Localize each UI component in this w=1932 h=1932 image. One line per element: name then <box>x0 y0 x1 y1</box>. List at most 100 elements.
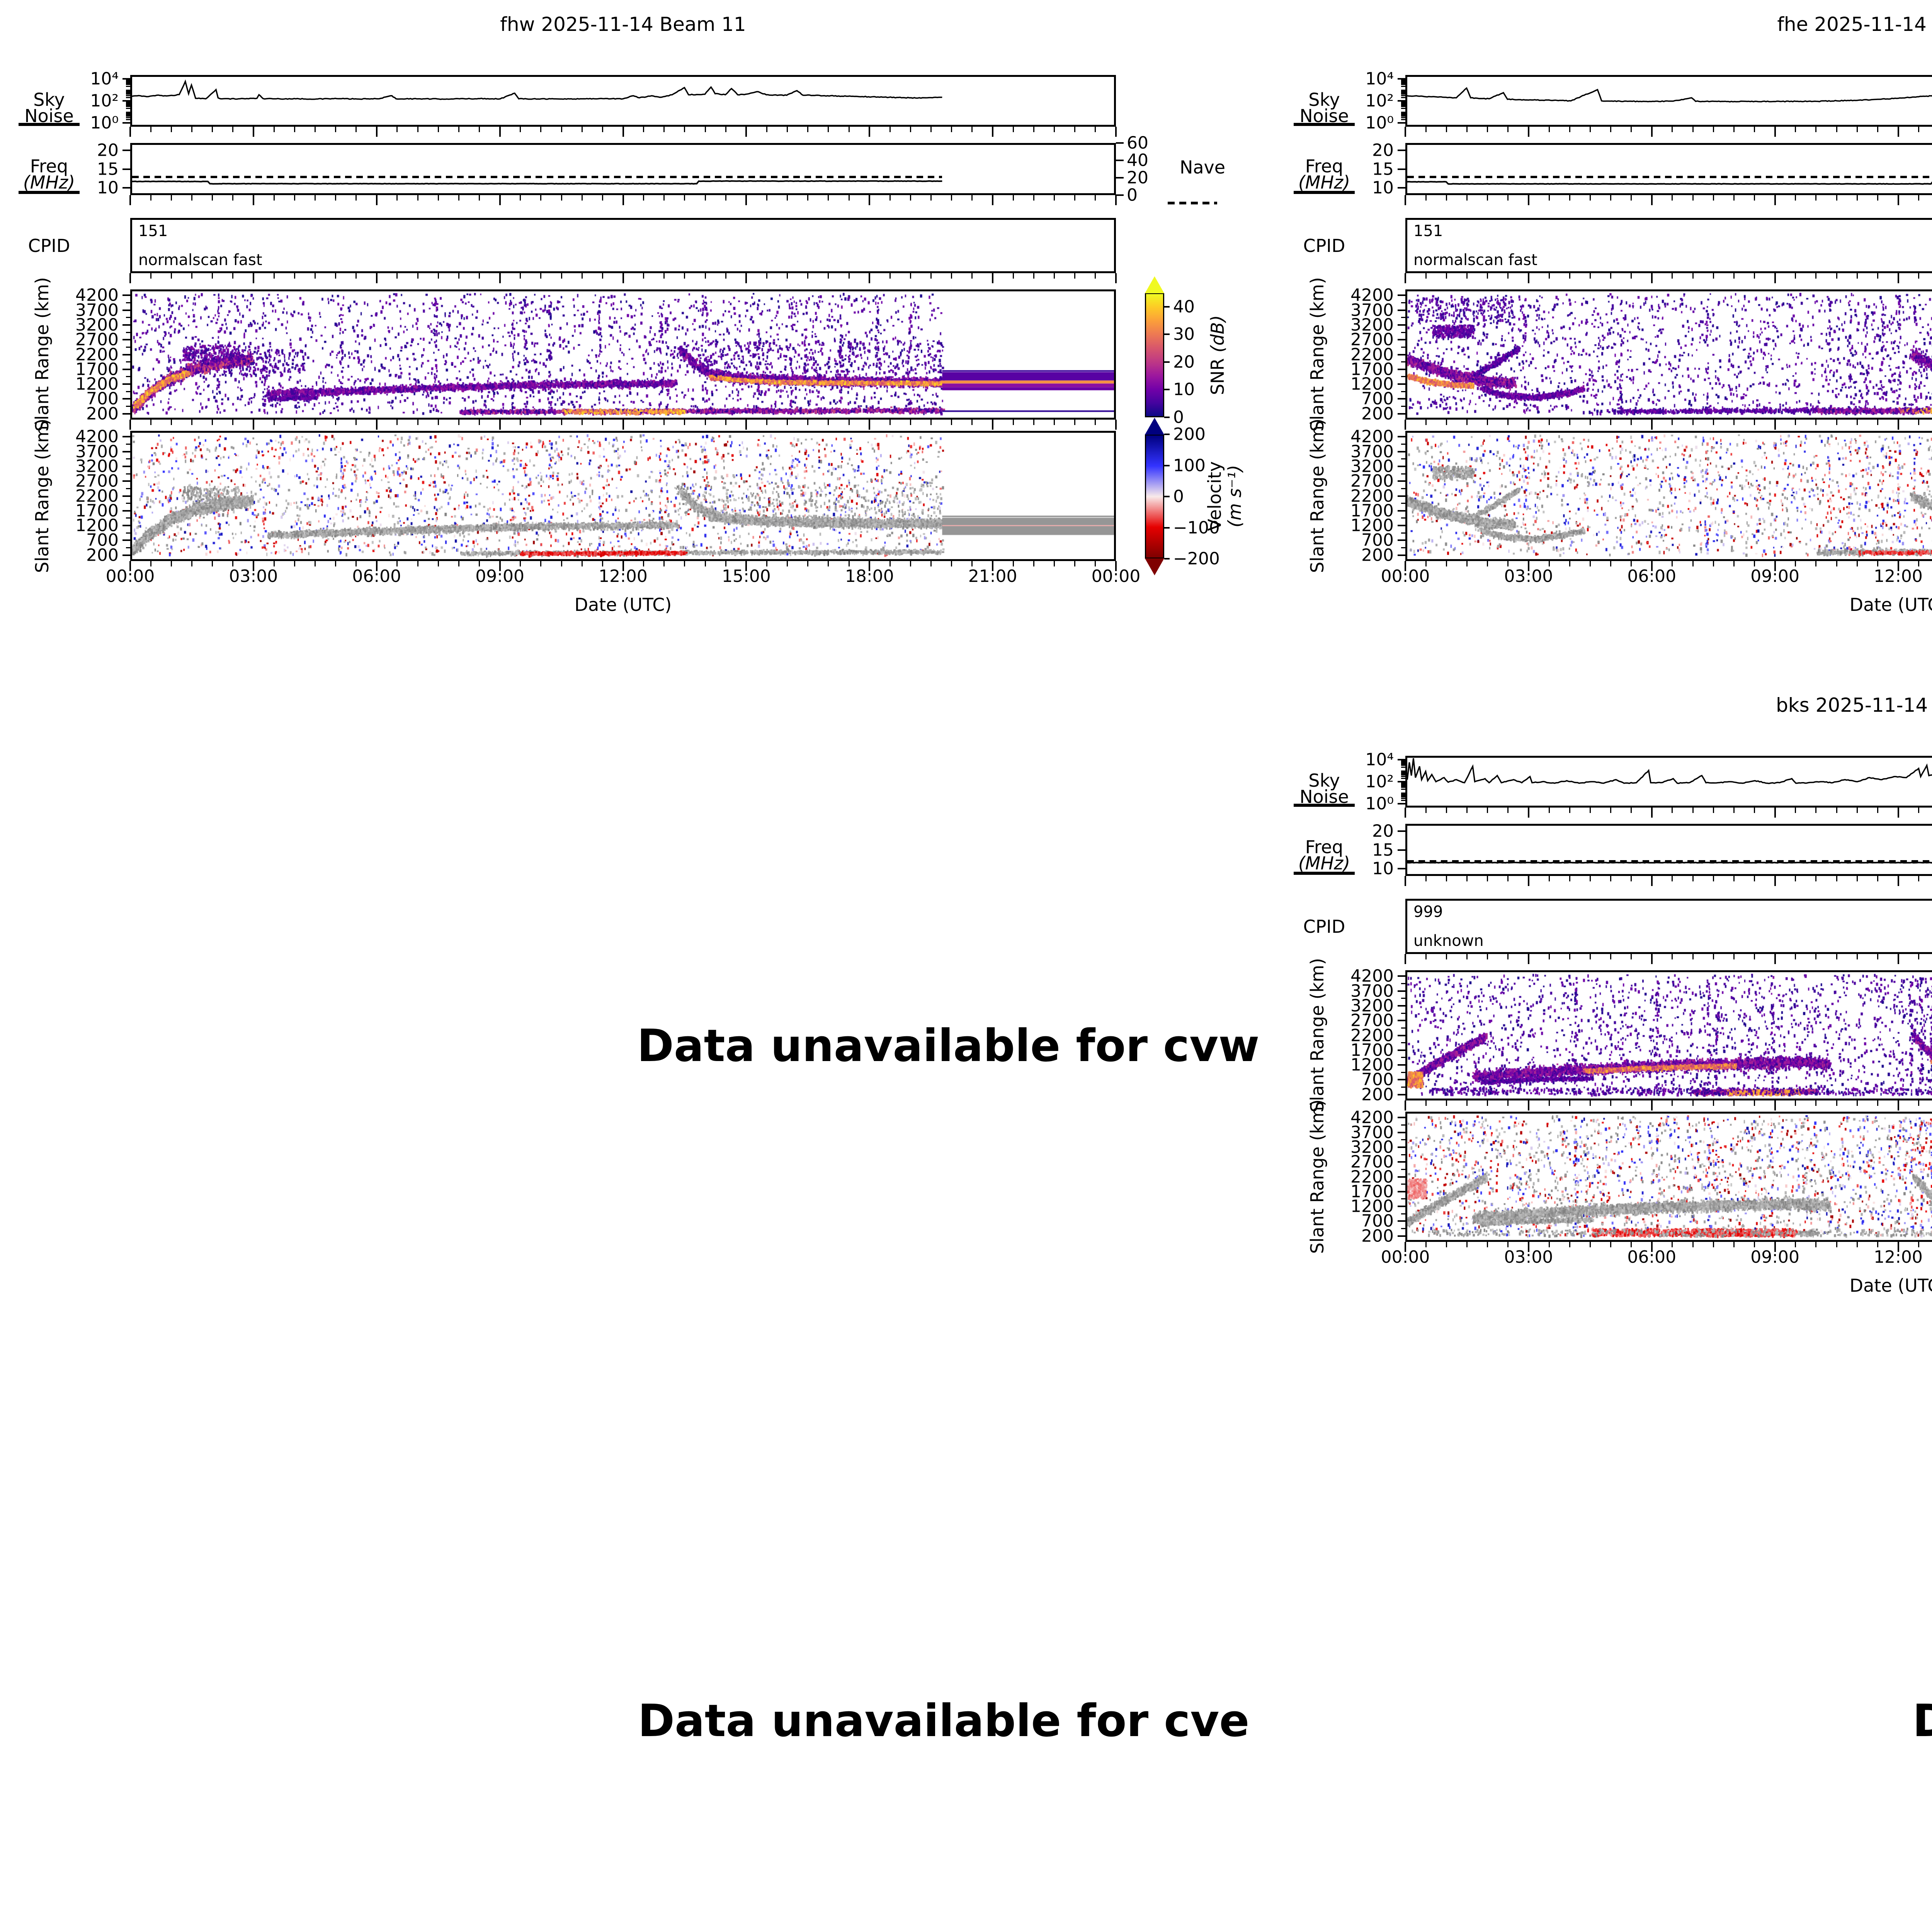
tick <box>1774 876 1776 886</box>
tick <box>1466 273 1468 279</box>
data-line <box>1407 862 1932 864</box>
tick <box>1487 127 1488 132</box>
tick <box>1610 273 1611 279</box>
tick <box>122 436 130 438</box>
label-underline <box>1294 872 1355 875</box>
time-tick-label: 00:00 <box>1091 566 1141 586</box>
tick <box>1527 1242 1529 1252</box>
tick <box>1401 782 1405 784</box>
tick <box>170 420 172 425</box>
tick <box>1589 876 1591 881</box>
tick <box>1398 1064 1405 1066</box>
tick <box>643 561 645 566</box>
tick <box>150 127 151 132</box>
label-underline <box>1294 123 1355 126</box>
tick <box>376 127 378 137</box>
tick <box>1401 112 1405 113</box>
tick <box>520 420 521 425</box>
tick <box>1692 561 1694 566</box>
tick <box>1401 1012 1405 1014</box>
range-tick-label: 1700 <box>75 359 119 379</box>
tick <box>869 195 871 205</box>
tick <box>1651 561 1653 571</box>
tick <box>1401 104 1405 105</box>
tick <box>129 195 131 205</box>
tick <box>273 561 275 566</box>
range-tick-label: 3200 <box>1350 1137 1394 1157</box>
tick <box>745 127 747 137</box>
tick <box>1115 127 1117 137</box>
tick <box>1033 127 1034 132</box>
page-title: fhe 2025-11-14 Beam 11 <box>1777 13 1932 36</box>
tick <box>992 420 994 430</box>
tick <box>1405 1100 1406 1111</box>
noise-tick-label: 10⁴ <box>90 69 119 89</box>
range-tick-label: 3700 <box>1350 442 1394 462</box>
tick <box>725 273 726 279</box>
tick <box>1527 273 1529 283</box>
tick <box>437 420 439 425</box>
tick <box>787 127 788 132</box>
tick <box>1753 273 1755 279</box>
tick <box>355 420 357 425</box>
tick <box>294 195 295 201</box>
tick <box>992 273 994 283</box>
tick <box>1672 273 1673 279</box>
summary-panel-fhe: fhe 2025-11-14 Beam 11 Sky Noise Freq (M… <box>1275 0 1932 680</box>
tick <box>1398 187 1405 189</box>
tick <box>355 561 357 566</box>
tick <box>1401 391 1405 392</box>
tick <box>273 127 275 132</box>
tick <box>1918 876 1920 881</box>
tick <box>520 127 521 132</box>
tick <box>126 92 130 93</box>
snr-rti-canvas <box>132 291 1114 418</box>
cpid-name: normalscan fast <box>1413 251 1537 269</box>
tick <box>663 273 665 279</box>
tick <box>1487 954 1488 959</box>
tick <box>766 420 768 425</box>
tick <box>1405 808 1406 818</box>
tick <box>1918 127 1920 132</box>
tick <box>1164 306 1170 308</box>
tick <box>1401 776 1405 777</box>
snr-rti-plot <box>1405 970 1932 1100</box>
tick <box>1401 767 1405 768</box>
tick <box>1507 876 1509 881</box>
tick <box>126 104 130 105</box>
tick <box>1095 127 1096 132</box>
tick <box>1774 127 1776 137</box>
tick <box>992 195 994 205</box>
noise-tick-label: 10⁴ <box>1365 69 1394 89</box>
tick <box>971 127 973 132</box>
tick <box>1856 273 1858 279</box>
range-tick-label: 3200 <box>1350 456 1394 476</box>
tick <box>122 368 130 370</box>
tick <box>1733 1100 1735 1106</box>
tick <box>126 473 130 474</box>
tick <box>1398 1220 1405 1222</box>
tick <box>561 561 562 566</box>
range-tick-label: 1700 <box>1350 1040 1394 1060</box>
tick <box>1856 420 1858 425</box>
tick <box>1487 195 1488 201</box>
tick <box>417 420 418 425</box>
tick <box>335 195 336 201</box>
tick <box>1631 1242 1632 1247</box>
tick <box>1012 273 1014 279</box>
tick <box>1398 309 1405 311</box>
tick <box>1012 127 1014 132</box>
tick <box>971 561 973 566</box>
time-tick-label: 09:00 <box>1750 566 1800 586</box>
tick <box>376 420 378 430</box>
tick <box>1425 561 1427 566</box>
tick <box>1548 273 1550 279</box>
tick <box>126 114 130 116</box>
slant-range-axis-label: Slant Range (km) <box>32 418 53 573</box>
tick <box>1733 954 1735 959</box>
tick <box>1398 413 1405 415</box>
tick <box>889 195 891 201</box>
tick <box>1569 420 1570 425</box>
tick <box>1401 1027 1405 1029</box>
